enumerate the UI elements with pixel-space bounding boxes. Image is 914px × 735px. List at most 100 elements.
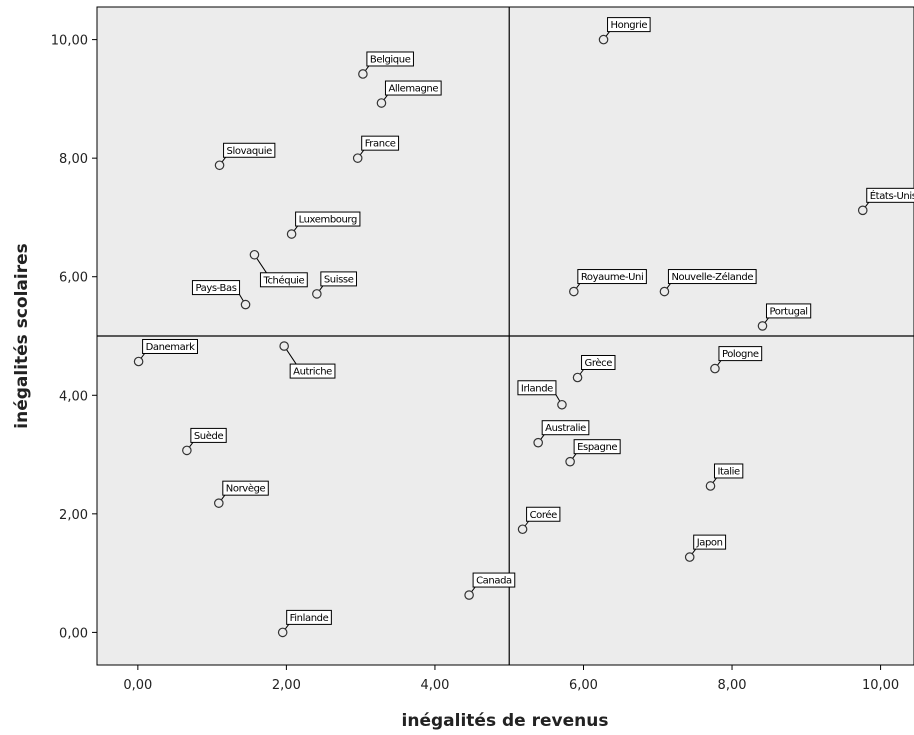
- data-point: [572, 372, 583, 383]
- data-point: [757, 321, 768, 331]
- data-point-group: Autriche: [279, 341, 336, 379]
- data-point: [376, 98, 387, 108]
- x-tick-label: 8,00: [718, 678, 747, 693]
- data-point-group: Danemark: [133, 338, 198, 367]
- data-point-group: Allemagne: [376, 80, 442, 108]
- label-box: [581, 354, 616, 370]
- point-label: Grèce: [585, 357, 613, 369]
- data-point-group: Japon: [684, 534, 727, 562]
- point-label: Pologne: [722, 349, 759, 360]
- point-label: États-Unis: [870, 189, 914, 202]
- data-point-group: Nouvelle-Zélande: [659, 269, 757, 297]
- label-box: [223, 142, 276, 158]
- data-point: [569, 286, 579, 297]
- label-box: [541, 420, 590, 436]
- y-tick-label: 10,00: [51, 34, 88, 49]
- data-point: [358, 69, 368, 79]
- point-label: Luxembourg: [299, 215, 357, 226]
- data-point: [312, 289, 322, 299]
- data-point-group: Australie: [533, 420, 590, 448]
- point-label: Canada: [476, 576, 512, 587]
- data-point: [533, 437, 543, 448]
- data-point-group: Slovaquie: [214, 142, 276, 171]
- data-point: [857, 205, 868, 216]
- point-label: Corée: [530, 509, 558, 521]
- data-point: [133, 356, 144, 367]
- data-point-group: Luxembourg: [286, 211, 361, 239]
- data-point-group: États-Unis: [857, 187, 914, 216]
- label-box: [361, 135, 400, 151]
- point-label: Tchéquie: [262, 274, 304, 286]
- label-box: [607, 17, 651, 33]
- y-tick-label: 0,00: [59, 626, 88, 641]
- data-point: [352, 153, 363, 163]
- y-tick-label: 2,00: [59, 508, 88, 523]
- data-point: [240, 299, 251, 310]
- point-label: Japon: [696, 538, 723, 549]
- x-tick-label: 4,00: [420, 678, 449, 693]
- point-label: Finlande: [290, 613, 329, 624]
- point-label: Nouvelle-Zélande: [671, 271, 753, 283]
- point-label: Slovaquie: [227, 146, 273, 157]
- data-points: Hongrie Belgique Allemagne France Slovaquie É…: [133, 17, 914, 638]
- label-box: [526, 506, 561, 522]
- data-point-group: Hongrie: [598, 17, 651, 45]
- point-label: Autriche: [293, 367, 332, 378]
- point-label: Royaume-Uni: [581, 272, 644, 283]
- label-box: [191, 280, 241, 296]
- data-point: [214, 498, 224, 508]
- data-point-group: Canada: [464, 572, 516, 600]
- y-tick-label: 4,00: [59, 389, 88, 404]
- label-box: [573, 439, 621, 455]
- x-tick-label: 2,00: [272, 678, 301, 693]
- data-point-group: Suède: [182, 427, 227, 456]
- data-point: [659, 286, 670, 297]
- data-point: [710, 363, 720, 374]
- label-box: [259, 272, 308, 288]
- point-label: Italie: [717, 466, 740, 477]
- point-label: Hongrie: [611, 20, 648, 31]
- data-point: [286, 229, 297, 239]
- label-box: [286, 609, 332, 625]
- point-label: Allemagne: [388, 84, 438, 95]
- x-axis: 0,00 2,00 4,00 6,00 8,00 10,00: [123, 665, 899, 693]
- data-point-group: Finlande: [277, 609, 332, 638]
- data-point-group: Irlande: [517, 380, 567, 410]
- data-point: [279, 341, 289, 351]
- data-point-group: Grèce: [572, 354, 616, 383]
- label-box: [320, 271, 357, 287]
- data-point-group: Portugal: [757, 303, 812, 331]
- label-box: [190, 427, 227, 443]
- point-label: Suisse: [324, 274, 354, 285]
- label-box: [713, 463, 744, 479]
- data-point-group: Tchéquie: [249, 249, 308, 288]
- data-point: [684, 552, 695, 562]
- y-axis: 0,00 2,00 4,00 6,00 8,00 10,00: [51, 34, 97, 641]
- data-point: [182, 445, 192, 456]
- label-box: [222, 480, 269, 496]
- data-point-group: Norvège: [214, 480, 269, 508]
- data-point-group: Corée: [517, 506, 561, 535]
- label-box: [289, 363, 336, 379]
- data-point: [557, 399, 567, 410]
- point-label: Espagne: [577, 442, 617, 453]
- point-label: Portugal: [769, 306, 807, 317]
- y-axis-title: inégalités scolaires: [12, 243, 32, 428]
- point-label: Australie: [545, 423, 586, 434]
- label-box: [366, 51, 414, 67]
- label-box: [693, 534, 727, 550]
- point-label: Irlande: [521, 383, 553, 394]
- label-box: [577, 269, 647, 285]
- data-point-group: Royaume-Uni: [569, 269, 647, 297]
- label-box: [472, 572, 516, 588]
- label-box: [718, 346, 763, 362]
- point-label: France: [365, 139, 396, 150]
- label-box: [667, 269, 757, 285]
- data-point: [277, 627, 288, 638]
- label-box: [517, 380, 557, 396]
- label-box: [765, 303, 812, 319]
- data-point-group: Italie: [705, 463, 744, 491]
- x-tick-label: 10,00: [862, 678, 899, 693]
- data-point: [598, 34, 609, 45]
- point-label: Norvège: [226, 483, 266, 495]
